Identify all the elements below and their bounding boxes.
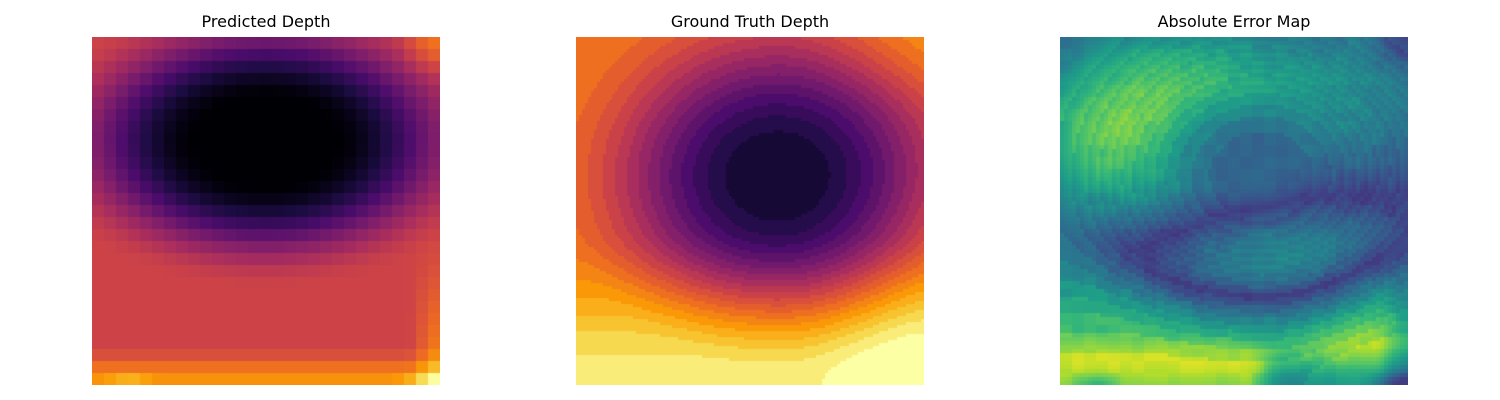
absolute-error-map-image	[1060, 37, 1408, 385]
absolute-error-map-panel: Absolute Error Map	[1060, 0, 1408, 400]
ground-truth-depth-title: Ground Truth Depth	[670, 12, 830, 31]
predicted-depth-image	[92, 37, 440, 385]
ground-truth-depth-panel: Ground Truth Depth	[576, 0, 924, 400]
ground-truth-depth-image	[576, 37, 924, 385]
absolute-error-map-title: Absolute Error Map	[1157, 12, 1311, 31]
predicted-depth-title: Predicted Depth	[201, 12, 331, 31]
predicted-depth-panel: Predicted Depth	[92, 0, 440, 400]
